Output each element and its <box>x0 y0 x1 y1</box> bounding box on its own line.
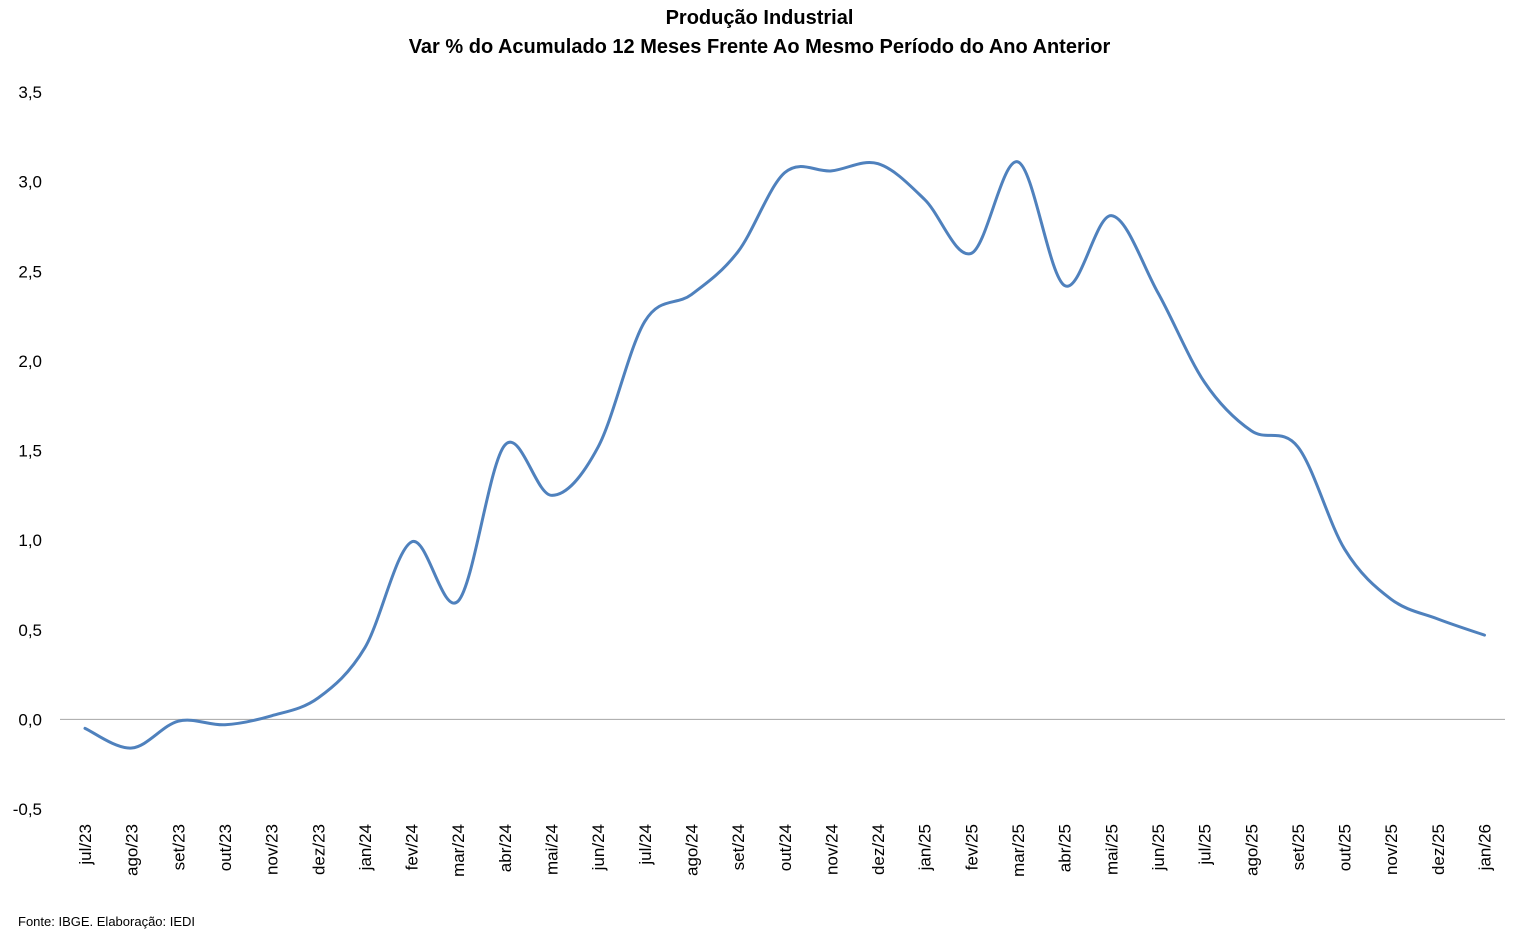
data-point <box>643 319 647 323</box>
x-tick-label: dez/25 <box>1429 824 1448 875</box>
x-tick-label: ago/25 <box>1242 824 1261 876</box>
data-point <box>456 599 460 603</box>
data-point <box>363 646 367 650</box>
data-point <box>1249 429 1253 433</box>
x-tick-label: jan/26 <box>1476 824 1495 871</box>
x-tick-label: nov/25 <box>1382 824 1401 875</box>
x-tick-label: out/24 <box>776 824 795 871</box>
x-tick-label: jul/23 <box>76 824 95 866</box>
data-point <box>1436 617 1440 621</box>
y-tick-label: 0,5 <box>18 621 42 640</box>
x-tick-label: ago/24 <box>682 824 701 876</box>
x-tick-label: set/24 <box>729 824 748 870</box>
data-point <box>1296 445 1300 449</box>
data-point <box>1063 284 1067 288</box>
x-tick-label: nov/23 <box>263 824 282 875</box>
data-point <box>410 540 414 544</box>
x-tick-label: mai/24 <box>543 824 562 875</box>
data-point <box>130 746 134 750</box>
data-point <box>223 723 227 727</box>
data-point <box>736 250 740 254</box>
x-tick-label: fev/24 <box>403 824 422 870</box>
data-point <box>316 696 320 700</box>
x-tick-label: nov/24 <box>822 824 841 875</box>
data-point <box>270 714 274 718</box>
x-tick-label: jan/24 <box>356 824 375 871</box>
data-point <box>176 719 180 723</box>
series-layer <box>83 160 1487 750</box>
x-tick-label: mar/24 <box>449 824 468 877</box>
data-point <box>689 293 693 297</box>
x-tick-label: set/25 <box>1289 824 1308 870</box>
chart-subtitle: Var % do Acumulado 12 Meses Frente Ao Me… <box>408 36 1111 58</box>
x-tick-label: fev/25 <box>962 824 981 870</box>
chart-title-main: Produção Industrial <box>665 7 854 29</box>
data-point <box>783 171 787 175</box>
y-axis: -0,5 0,0 0,5 1,0 1,5 2,0 2,5 3,0 3,5 <box>13 83 42 819</box>
data-point <box>83 726 87 730</box>
y-tick-label: 3,0 <box>18 173 42 192</box>
data-point <box>1389 597 1393 601</box>
x-tick-label: mar/25 <box>1009 824 1028 877</box>
data-point <box>1016 160 1020 164</box>
x-tick-label: jun/24 <box>589 824 608 871</box>
x-tick-label: set/23 <box>169 824 188 870</box>
data-point <box>829 169 833 173</box>
data-point <box>969 251 973 255</box>
y-tick-label: -0,5 <box>13 800 42 819</box>
data-point <box>596 445 600 449</box>
x-axis: jul/23 ago/23 set/23 out/23 nov/23 dez/23 jan/… <box>76 824 1495 877</box>
x-tick-label: jun/25 <box>1149 824 1168 871</box>
y-tick-label: 1,5 <box>18 442 42 461</box>
x-tick-label: jan/25 <box>916 824 935 871</box>
chart-title: Produção Industrial Var % do Acumulado 1… <box>0 4 1519 62</box>
data-point <box>876 162 880 166</box>
data-point <box>1203 380 1207 384</box>
data-point <box>503 443 507 447</box>
x-tick-label: out/23 <box>216 824 235 871</box>
x-tick-label: ago/23 <box>123 824 142 876</box>
source-note: Fonte: IBGE. Elaboração: IEDI <box>18 914 196 929</box>
y-tick-label: 2,5 <box>18 262 42 281</box>
x-tick-label: jul/25 <box>1196 824 1215 866</box>
y-tick-label: 3,5 <box>18 83 42 102</box>
y-tick-label: 2,0 <box>18 352 42 371</box>
series-line <box>83 160 1486 750</box>
x-tick-label: mai/25 <box>1102 824 1121 875</box>
x-tick-label: abr/24 <box>496 824 515 872</box>
y-tick-label: 0,0 <box>18 710 42 729</box>
data-point <box>1483 633 1487 637</box>
data-point <box>923 198 927 202</box>
data-point <box>1156 291 1160 295</box>
x-tick-label: abr/25 <box>1056 824 1075 872</box>
data-point <box>550 493 554 497</box>
x-tick-label: dez/23 <box>309 824 328 875</box>
x-tick-label: out/25 <box>1336 824 1355 871</box>
data-point <box>1343 547 1347 551</box>
x-tick-label: dez/24 <box>869 824 888 875</box>
x-tick-label: jul/24 <box>636 824 655 866</box>
y-tick-label: 1,0 <box>18 531 42 550</box>
data-point <box>1109 214 1113 218</box>
